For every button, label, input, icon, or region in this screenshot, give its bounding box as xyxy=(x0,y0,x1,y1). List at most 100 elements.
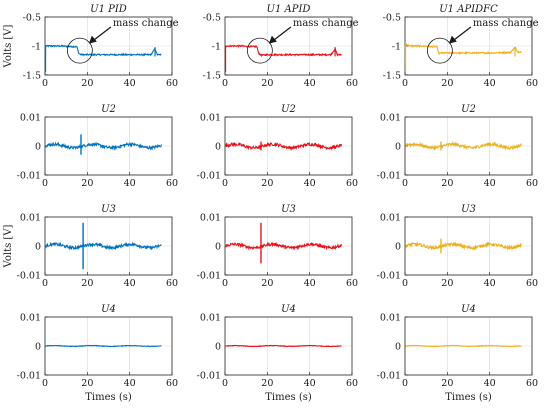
x-tick-label: 40 xyxy=(484,378,496,389)
x-tick-label: 60 xyxy=(166,278,178,289)
subplot-title: U3 xyxy=(281,204,296,215)
y-tick-label: 0 xyxy=(395,142,401,153)
series-line xyxy=(404,42,522,73)
y-tick-label: 0.01 xyxy=(20,113,41,124)
y-axis-label: Volts [V] xyxy=(3,224,14,268)
subplot-title: U2 xyxy=(101,104,116,115)
y-tick-label: -1.5 xyxy=(23,71,41,82)
x-tick-label: 20 xyxy=(261,178,273,189)
series-line xyxy=(405,241,522,251)
y-tick-label: 0.01 xyxy=(20,313,41,324)
y-tick-label: -0.01 xyxy=(197,371,221,382)
x-tick-label: 60 xyxy=(346,378,358,389)
y-tick-label: 0.01 xyxy=(380,313,401,324)
subplot-title: U1 APID xyxy=(267,4,311,15)
y-tick-label: -1 xyxy=(32,42,41,53)
x-tick-label: 0 xyxy=(42,278,48,289)
annotation-arrowhead xyxy=(448,35,457,44)
series-line xyxy=(405,344,522,348)
x-tick-label: 60 xyxy=(166,78,178,89)
x-tick-label: 60 xyxy=(526,78,538,89)
annotation-circle xyxy=(246,37,273,64)
x-tick-label: 60 xyxy=(166,178,178,189)
subplot-title: U4 xyxy=(281,304,296,315)
y-tick-label: 0 xyxy=(35,242,41,253)
y-axis-label: Volts [V] xyxy=(3,24,14,68)
x-tick-label: 20 xyxy=(261,378,273,389)
x-tick-label: 0 xyxy=(42,378,48,389)
x-tick-label: 0 xyxy=(42,78,48,89)
x-tick-label: 20 xyxy=(441,78,453,89)
x-tick-label: 0 xyxy=(402,378,408,389)
x-tick-label: 20 xyxy=(261,278,273,289)
x-tick-label: 0 xyxy=(402,178,408,189)
annotation-text: mass change xyxy=(113,18,179,29)
x-tick-label: 60 xyxy=(526,378,538,389)
y-tick-label: -1 xyxy=(392,42,401,53)
annotation-text: mass change xyxy=(293,18,359,29)
y-tick-label: 0 xyxy=(215,142,221,153)
y-tick-label: 0.01 xyxy=(200,213,221,224)
y-tick-label: 0.01 xyxy=(200,113,221,124)
x-tick-label: 40 xyxy=(124,178,136,189)
series-line xyxy=(44,44,162,73)
y-tick-label: 0.01 xyxy=(380,113,401,124)
subplot-title: U2 xyxy=(461,104,476,115)
y-tick-label: 0.01 xyxy=(200,313,221,324)
y-tick-label: -0.01 xyxy=(377,171,401,182)
y-tick-label: 0 xyxy=(395,342,401,353)
series-line xyxy=(45,344,162,348)
subplot-title: U1 APIDFC xyxy=(439,4,498,15)
x-tick-label: 20 xyxy=(81,178,93,189)
x-tick-label: 20 xyxy=(261,78,273,89)
annotation-arrow xyxy=(91,26,112,43)
y-tick-label: 0 xyxy=(215,342,221,353)
y-tick-label: -0.01 xyxy=(17,171,41,182)
series-line xyxy=(45,141,162,151)
x-tick-label: 0 xyxy=(222,278,228,289)
x-tick-label: 0 xyxy=(402,78,408,89)
series-line xyxy=(225,241,342,251)
series-line xyxy=(45,241,162,251)
annotation-text: mass change xyxy=(473,18,539,29)
y-tick-label: -0.01 xyxy=(377,271,401,282)
y-tick-label: 0 xyxy=(215,242,221,253)
series-line xyxy=(224,44,342,73)
subplot-2: 0 20 40 60 -0.5 -1 -1.5 U1 APID mass change xyxy=(203,4,359,89)
x-tick-label: 60 xyxy=(526,278,538,289)
x-axis-label: Times (s) xyxy=(445,392,492,403)
x-tick-label: 40 xyxy=(484,278,496,289)
y-tick-label: -0.01 xyxy=(197,271,221,282)
x-tick-label: 20 xyxy=(81,78,93,89)
y-tick-label: -0.01 xyxy=(17,271,41,282)
y-tick-label: 0 xyxy=(395,242,401,253)
x-tick-label: 40 xyxy=(124,78,136,89)
x-tick-label: 40 xyxy=(484,78,496,89)
series-line xyxy=(225,344,342,348)
x-tick-label: 60 xyxy=(346,178,358,189)
x-tick-label: 40 xyxy=(304,378,316,389)
subplot-3: 0 20 40 60 -0.5 -1 -1.5 U1 APIDFC mass change xyxy=(383,4,539,89)
subplot-title: U2 xyxy=(281,104,296,115)
subplot-1: 0 20 40 60 -0.5 -1 -1.5 U1 PID Volts [V] mass cha… xyxy=(3,4,179,89)
y-tick-label: -1.5 xyxy=(203,71,221,82)
x-tick-label: 0 xyxy=(222,78,228,89)
x-tick-label: 60 xyxy=(346,78,358,89)
subplot-title: U3 xyxy=(461,204,476,215)
x-tick-label: 0 xyxy=(222,378,228,389)
annotation-circle xyxy=(426,37,453,64)
x-tick-label: 40 xyxy=(304,178,316,189)
y-tick-label: 0.01 xyxy=(380,213,401,224)
annotation-arrowhead xyxy=(268,35,277,44)
annotation-circle xyxy=(66,37,93,64)
subplot-title: U3 xyxy=(101,204,116,215)
x-axis-label: Times (s) xyxy=(265,392,312,403)
annotation-arrowhead xyxy=(88,35,97,44)
subplot-title: U1 PID xyxy=(90,4,127,15)
y-tick-label: -0.5 xyxy=(203,13,221,24)
x-tick-label: 0 xyxy=(222,178,228,189)
